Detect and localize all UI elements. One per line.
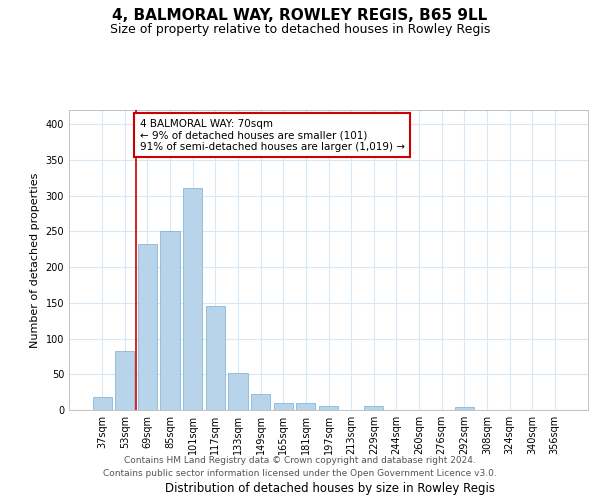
Bar <box>183 188 202 410</box>
Bar <box>115 350 134 410</box>
Text: Size of property relative to detached houses in Rowley Regis: Size of property relative to detached ho… <box>110 22 490 36</box>
Bar <box>251 394 270 410</box>
Bar <box>229 373 248 410</box>
Bar <box>296 403 316 410</box>
Bar <box>319 406 338 410</box>
Text: Contains HM Land Registry data © Crown copyright and database right 2024.
Contai: Contains HM Land Registry data © Crown c… <box>103 456 497 477</box>
Text: 4, BALMORAL WAY, ROWLEY REGIS, B65 9LL: 4, BALMORAL WAY, ROWLEY REGIS, B65 9LL <box>112 8 488 22</box>
Bar <box>364 406 383 410</box>
Text: Distribution of detached houses by size in Rowley Regis: Distribution of detached houses by size … <box>165 482 495 495</box>
Bar <box>138 244 157 410</box>
Bar <box>92 397 112 410</box>
Bar <box>206 306 225 410</box>
Bar <box>274 403 293 410</box>
Bar <box>455 407 474 410</box>
Text: 4 BALMORAL WAY: 70sqm
← 9% of detached houses are smaller (101)
91% of semi-deta: 4 BALMORAL WAY: 70sqm ← 9% of detached h… <box>140 118 404 152</box>
Y-axis label: Number of detached properties: Number of detached properties <box>30 172 40 348</box>
Bar <box>160 232 180 410</box>
